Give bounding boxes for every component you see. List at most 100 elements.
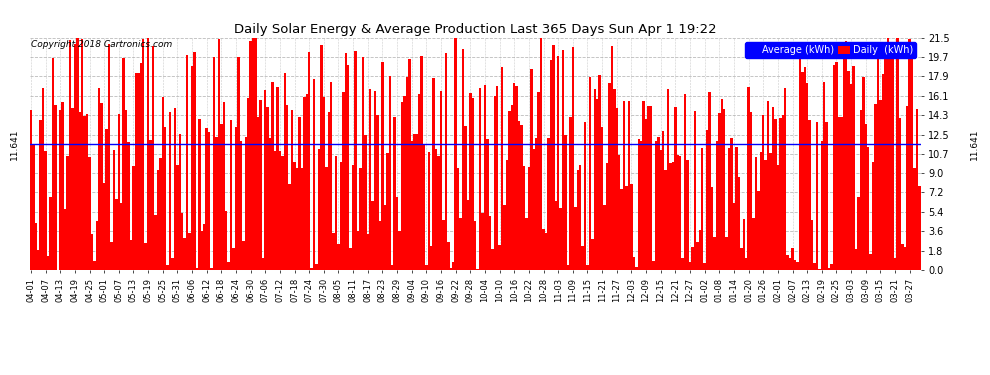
Bar [747, 87, 749, 270]
Bar [301, 168, 303, 270]
Bar [731, 138, 733, 270]
Bar [433, 78, 435, 270]
Bar [208, 132, 210, 270]
Bar [233, 248, 235, 270]
Bar [603, 206, 606, 270]
Bar [291, 110, 293, 270]
Bar [716, 141, 718, 270]
Bar [762, 115, 764, 270]
Bar [899, 118, 901, 270]
Bar [581, 246, 584, 270]
Bar [213, 57, 215, 270]
Bar [178, 134, 181, 270]
Bar [842, 52, 845, 270]
Bar [530, 69, 533, 270]
Bar [461, 49, 464, 270]
Bar [76, 38, 78, 270]
Bar [68, 40, 71, 270]
Bar [269, 138, 271, 270]
Bar [552, 45, 554, 270]
Bar [896, 38, 899, 270]
Bar [366, 234, 369, 270]
Bar [559, 208, 562, 270]
Bar [271, 82, 274, 270]
Bar [784, 88, 786, 270]
Bar [796, 262, 799, 270]
Bar [718, 113, 721, 270]
Bar [391, 265, 393, 270]
Bar [113, 150, 115, 270]
Bar [506, 160, 508, 270]
Bar [330, 82, 333, 270]
Bar [684, 94, 686, 270]
Bar [594, 89, 596, 270]
Bar [535, 138, 538, 270]
Bar [696, 242, 699, 270]
Bar [749, 112, 752, 270]
Bar [235, 127, 238, 270]
Bar [59, 110, 61, 270]
Bar [386, 153, 388, 270]
Bar [713, 237, 716, 270]
Bar [511, 105, 513, 270]
Bar [274, 151, 276, 270]
Bar [631, 184, 633, 270]
Bar [264, 90, 266, 270]
Bar [518, 120, 521, 270]
Bar [215, 137, 218, 270]
Bar [325, 167, 328, 270]
Bar [544, 233, 547, 270]
Bar [47, 256, 50, 270]
Bar [726, 237, 728, 270]
Bar [736, 147, 738, 270]
Bar [779, 118, 781, 270]
Bar [742, 219, 744, 270]
Bar [133, 166, 135, 270]
Bar [118, 114, 120, 270]
Bar [238, 57, 240, 270]
Bar [872, 162, 874, 270]
Bar [659, 150, 662, 270]
Bar [120, 203, 123, 270]
Bar [293, 162, 296, 270]
Bar [78, 112, 81, 270]
Bar [32, 144, 35, 270]
Bar [176, 165, 178, 270]
Bar [438, 156, 440, 270]
Bar [599, 75, 601, 270]
Bar [333, 234, 335, 270]
Bar [123, 58, 125, 270]
Bar [61, 102, 64, 270]
Bar [879, 100, 882, 270]
Bar [606, 164, 608, 270]
Bar [286, 105, 288, 270]
Bar [361, 57, 364, 270]
Bar [401, 102, 403, 270]
Bar [296, 168, 298, 270]
Bar [806, 83, 809, 270]
Bar [501, 67, 503, 270]
Bar [618, 154, 621, 270]
Bar [164, 127, 166, 270]
Bar [821, 141, 823, 270]
Bar [686, 160, 689, 270]
Bar [894, 258, 896, 270]
Bar [243, 242, 245, 270]
Bar [466, 200, 469, 270]
Bar [772, 108, 774, 270]
Bar [193, 52, 196, 270]
Bar [71, 108, 73, 270]
Bar [186, 55, 188, 270]
Bar [220, 124, 223, 270]
Bar [623, 101, 626, 270]
Bar [689, 262, 691, 270]
Bar [845, 41, 847, 270]
Bar [388, 76, 391, 270]
Bar [547, 138, 549, 270]
Bar [281, 156, 283, 270]
Bar [328, 112, 330, 270]
Bar [416, 134, 418, 270]
Bar [245, 137, 247, 270]
Bar [37, 250, 40, 270]
Bar [838, 117, 841, 270]
